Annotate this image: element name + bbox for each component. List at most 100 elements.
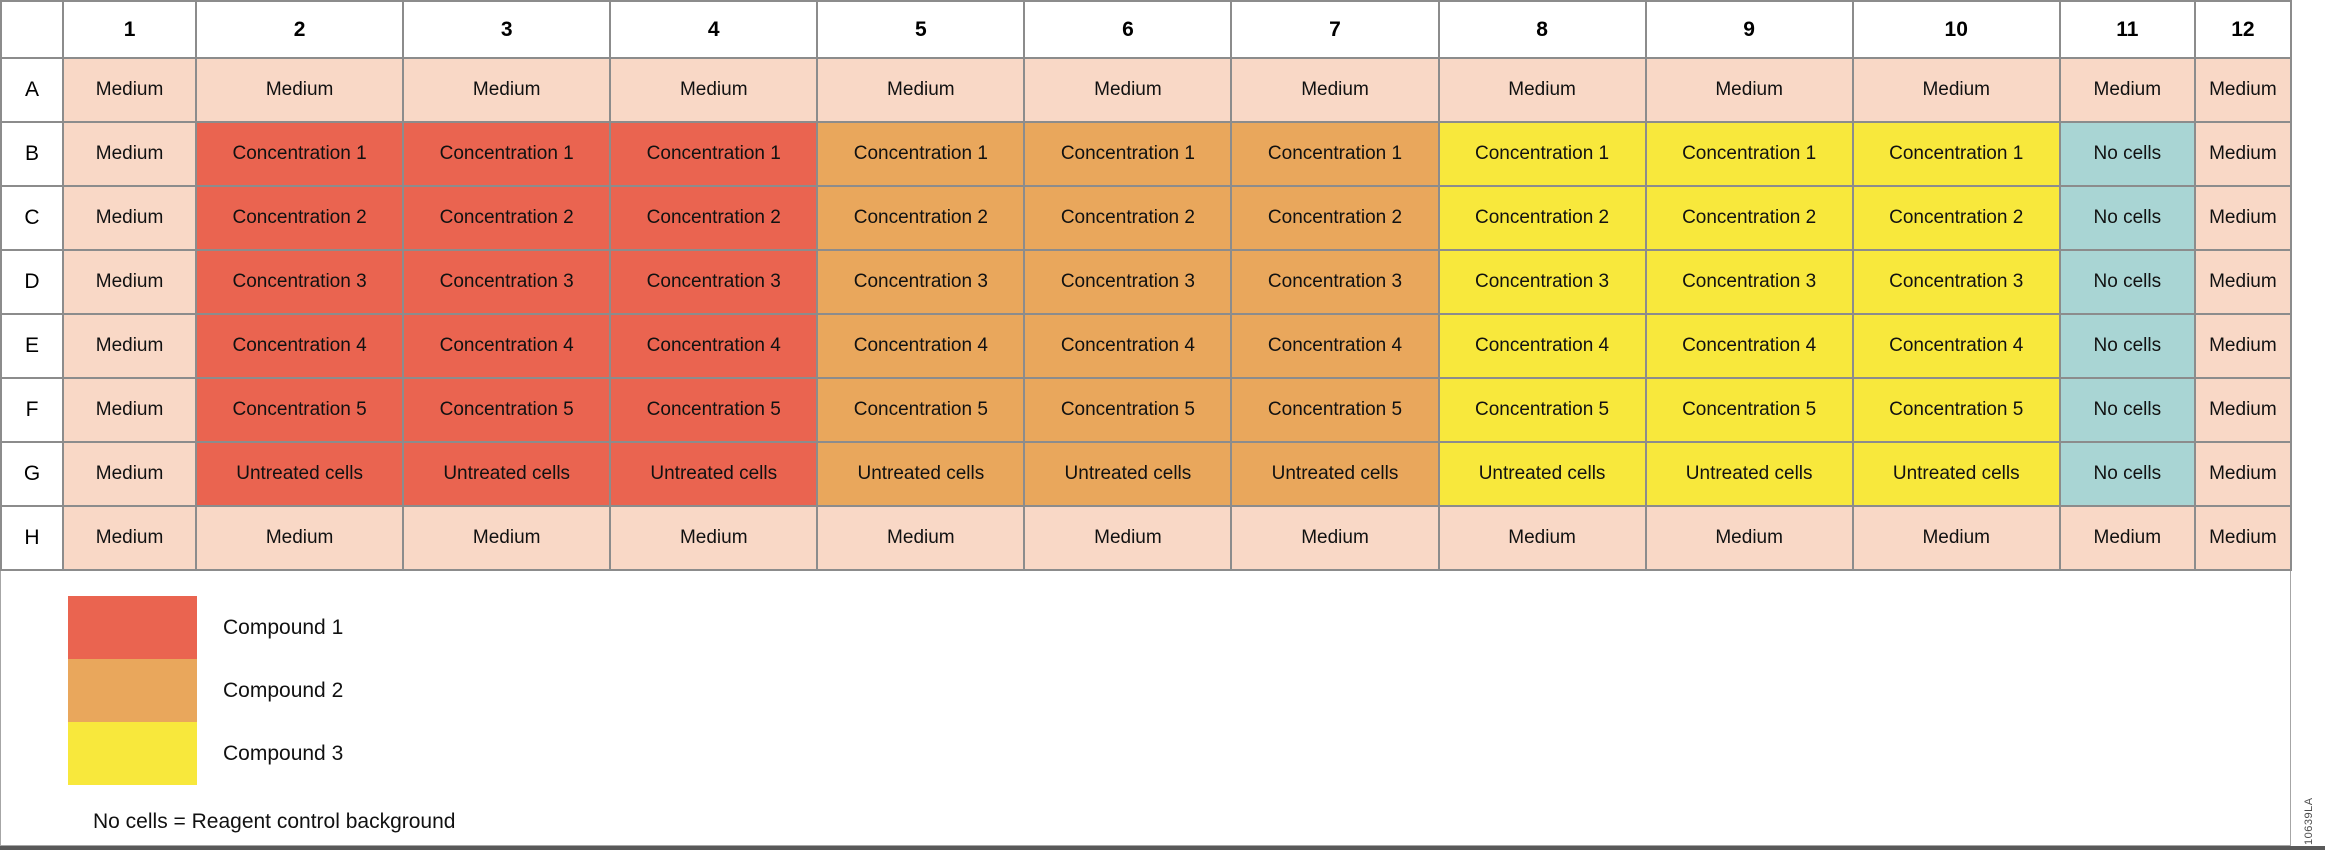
plate-cell-D10: Concentration 3 [1851,249,2061,315]
legend-swatch-compound3 [68,722,197,785]
plate-header: 1 2 3 4 5 6 7 8 9 10 11 12 [0,0,2293,59]
plate-cell-G7: Untreated cells [1230,441,1440,507]
plate-cell-H2: Medium [195,505,405,571]
plate-cell-E12: Medium [2193,313,2293,379]
plate-cell-H10: Medium [1851,505,2061,571]
plate-cell-F9: Concentration 5 [1644,377,1854,443]
plate-cell-A11: Medium [2058,57,2196,123]
plate-cell-B7: Concentration 1 [1230,121,1440,187]
plate-cell-B6: Concentration 1 [1023,121,1233,187]
plate-cell-B3: Concentration 1 [402,121,612,187]
column-header-1: 1 [62,0,198,59]
plate-cell-D4: Concentration 3 [609,249,819,315]
plate-cell-G1: Medium [62,441,198,507]
plate-cell-C1: Medium [62,185,198,251]
row-header-B: B [0,121,65,187]
plate-cell-C8: Concentration 2 [1437,185,1647,251]
legend-item-compound1: Compound 1 [68,596,343,659]
plate-row-C: C Medium Concentration 2 Concentration 2 Con… [0,185,2293,251]
plate-row-H: H Medium Medium Medium Medium Medium Medium Med… [0,505,2293,571]
plate-cell-H5: Medium [816,505,1026,571]
plate-cell-B4: Concentration 1 [609,121,819,187]
plate-cell-D9: Concentration 3 [1644,249,1854,315]
plate-row-E: E Medium Concentration 4 Concentration 4 Con… [0,313,2293,379]
plate-cell-H12: Medium [2193,505,2293,571]
plate-cell-A9: Medium [1644,57,1854,123]
column-header-4: 4 [609,0,819,59]
legend-item-compound3: Compound 3 [68,722,343,785]
plate-header-row: 1 2 3 4 5 6 7 8 9 10 11 12 [0,0,2293,59]
plate-corner-cell [0,0,65,59]
plate-cell-A8: Medium [1437,57,1647,123]
column-header-3: 3 [402,0,612,59]
plate-cell-D8: Concentration 3 [1437,249,1647,315]
column-header-10: 10 [1851,0,2061,59]
plate-cell-A10: Medium [1851,57,2061,123]
plate-cell-A4: Medium [609,57,819,123]
legend-swatch-compound2 [68,659,197,722]
plate-cell-C4: Concentration 2 [609,185,819,251]
column-header-9: 9 [1644,0,1854,59]
plate-cell-H7: Medium [1230,505,1440,571]
plate-cell-E2: Concentration 4 [195,313,405,379]
plate-cell-A6: Medium [1023,57,1233,123]
plate-cell-F12: Medium [2193,377,2293,443]
plate-cell-H8: Medium [1437,505,1647,571]
plate-cell-C11: No cells [2058,185,2196,251]
plate-body: A Medium Medium Medium Medium Medium Medium Med… [0,57,2293,571]
plate-cell-G2: Untreated cells [195,441,405,507]
plate-cell-F3: Concentration 5 [402,377,612,443]
plate-cell-G12: Medium [2193,441,2293,507]
plate-cell-E1: Medium [62,313,198,379]
plate-cell-E7: Concentration 4 [1230,313,1440,379]
plate-cell-D1: Medium [62,249,198,315]
plate-cell-B8: Concentration 1 [1437,121,1647,187]
plate-cell-F6: Concentration 5 [1023,377,1233,443]
column-header-2: 2 [195,0,405,59]
row-header-G: G [0,441,65,507]
plate-cell-G4: Untreated cells [609,441,819,507]
figure-side-code: 10639LA [2303,797,2315,845]
plate-cell-B10: Concentration 1 [1851,121,2061,187]
row-header-D: D [0,249,65,315]
column-header-5: 5 [816,0,1026,59]
plate-cell-G10: Untreated cells [1851,441,2061,507]
plate-cell-B2: Concentration 1 [195,121,405,187]
plate-cell-B5: Concentration 1 [816,121,1026,187]
plate-cell-A12: Medium [2193,57,2293,123]
plate-cell-B9: Concentration 1 [1644,121,1854,187]
plate-cell-A1: Medium [62,57,198,123]
row-header-H: H [0,505,65,571]
column-header-12: 12 [2193,0,2293,59]
plate-cell-E9: Concentration 4 [1644,313,1854,379]
plate-cell-A5: Medium [816,57,1026,123]
plate-cell-C3: Concentration 2 [402,185,612,251]
plate-cell-E5: Concentration 4 [816,313,1026,379]
row-header-F: F [0,377,65,443]
plate-cell-B1: Medium [62,121,198,187]
plate-cell-G9: Untreated cells [1644,441,1854,507]
legend-note: No cells = Reagent control background [93,810,456,833]
column-header-6: 6 [1023,0,1233,59]
legend-label: Compound 1 [223,615,344,639]
plate-cell-E3: Concentration 4 [402,313,612,379]
plate-row-A: A Medium Medium Medium Medium Medium Medium Med… [0,57,2293,123]
plate-cell-E11: No cells [2058,313,2196,379]
row-header-A: A [0,57,65,123]
legend-label: Compound 3 [223,741,344,765]
plate-cell-H11: Medium [2058,505,2196,571]
plate-cell-C6: Concentration 2 [1023,185,1233,251]
plate-cell-F4: Concentration 5 [609,377,819,443]
plate-cell-E6: Concentration 4 [1023,313,1233,379]
plate-cell-H9: Medium [1644,505,1854,571]
plate-cell-F5: Concentration 5 [816,377,1026,443]
plate-cell-D6: Concentration 3 [1023,249,1233,315]
plate-cell-B11: No cells [2058,121,2196,187]
plate-cell-B12: Medium [2193,121,2293,187]
row-header-E: E [0,313,65,379]
plate-cell-F11: No cells [2058,377,2196,443]
plate-cell-F1: Medium [62,377,198,443]
plate-cell-F2: Concentration 5 [195,377,405,443]
plate-cell-C10: Concentration 2 [1851,185,2061,251]
